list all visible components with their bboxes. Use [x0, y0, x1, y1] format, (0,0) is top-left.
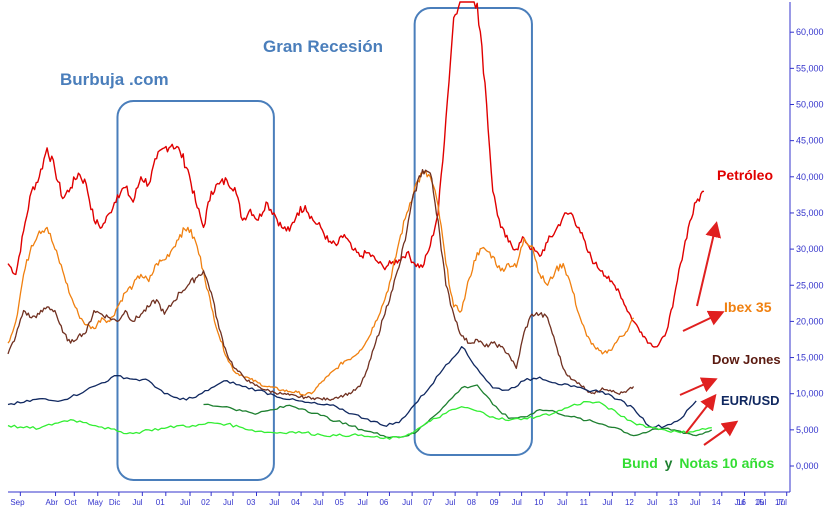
series-line-notas-10-anos: [7, 401, 712, 440]
x-tick-label: 04: [291, 498, 300, 507]
highlight-box-dotcom: [116, 100, 275, 481]
x-tick-label: 09: [490, 498, 499, 507]
label-dow-jones: Dow Jones: [712, 352, 781, 367]
y-tick-label: 60,000: [796, 27, 824, 37]
label-y: y: [665, 455, 673, 471]
annotation-dotcom: Burbuja .com: [60, 70, 169, 89]
x-tick-label: May: [88, 498, 103, 507]
y-tick-label: 15,000: [796, 353, 824, 363]
x-tick-label: 03: [247, 498, 256, 507]
y-tick-label: 50,000: [796, 100, 824, 110]
y-tick-label: 55,000: [796, 63, 824, 73]
x-tick-label: Abr: [46, 498, 59, 507]
annotation-recession: Gran Recesión: [263, 37, 383, 56]
x-tick-label: Jul: [445, 498, 455, 507]
y-tick-label: 25,000: [796, 280, 824, 290]
x-tick-label: Sep: [10, 498, 25, 507]
x-tick-label: 17: [775, 498, 784, 507]
y-tick-label: 10,000: [796, 389, 824, 399]
series-line-petroleo: [7, 1, 705, 348]
trend-arrow-ibex: [682, 310, 725, 332]
label-ibex: Ibex 35: [724, 299, 772, 315]
series-line-ibex-35: [7, 170, 635, 396]
x-tick-label: Dic: [109, 498, 121, 507]
y-tick-label: 0,000: [796, 461, 819, 471]
series-line-dow-jones: [7, 168, 635, 401]
x-tick-label: 12: [625, 498, 634, 507]
x-tick-label: 02: [201, 498, 210, 507]
trend-arrow-dow: [679, 377, 718, 396]
y-tick-label: 40,000: [796, 172, 824, 182]
x-tick-label: Jul: [647, 498, 657, 507]
x-tick-label: 11: [580, 498, 589, 507]
x-tick-label: 05: [335, 498, 344, 507]
x-tick-label: Jul: [358, 498, 368, 507]
label-notas: Notas 10 años: [679, 455, 774, 471]
series-line-eur-usd: [7, 346, 697, 429]
x-tick-label: Jul: [557, 498, 567, 507]
trend-arrow-bund: [703, 420, 739, 446]
trend-arrows: [679, 221, 739, 446]
x-tick-label: 10: [534, 498, 543, 507]
x-tick-label: Jul: [402, 498, 412, 507]
x-tick-label: 14: [712, 498, 721, 507]
x-tick-label: Jul: [132, 498, 142, 507]
x-tick-label: 01: [156, 498, 165, 507]
label-eurusd: EUR/USD: [721, 393, 780, 408]
x-tick-label: 16: [737, 498, 746, 507]
x-tick-label: 13: [669, 498, 678, 507]
y-tick-label: 30,000: [796, 244, 824, 254]
y-tick-label: 20,000: [796, 316, 824, 326]
x-tick-label: Jul: [512, 498, 522, 507]
y-tick-label: 35,000: [796, 208, 824, 218]
x-tick-label: 08: [467, 498, 476, 507]
x-tick-label: Jul: [734, 498, 744, 507]
y-tick-label: 45,000: [796, 136, 824, 146]
axes: 0,000 5,000 10,000 15,000 20,000 25,000 30,000…: [8, 2, 824, 507]
series-lines: [7, 1, 713, 440]
y-tick-label: 5,000: [796, 425, 819, 435]
x-tick-label: Jul: [313, 498, 323, 507]
label-petroleo: Petróleo: [717, 167, 773, 183]
label-bund-notas: Bund y Notas 10 años: [622, 455, 774, 471]
highlight-boxes: [116, 7, 533, 481]
x-tick-label: 15: [755, 498, 764, 507]
series-line-bund: [203, 384, 713, 439]
highlight-box-recession: [413, 7, 533, 456]
x-tick-label: Jul: [602, 498, 612, 507]
x-ticks: Sep Abr Oct May Dic Jul 01 Jul 02 Jul 03 Jul 04 Jul 05…: [10, 492, 788, 507]
x-tick-label: Jul: [223, 498, 233, 507]
x-tick-label: Oct: [64, 498, 77, 507]
x-tick-label: 07: [423, 498, 432, 507]
label-bund: Bund: [622, 455, 658, 471]
trend-arrow-petroleo: [696, 221, 722, 307]
x-tick-label: Jul: [690, 498, 700, 507]
x-tick-label: Jul: [180, 498, 190, 507]
trend-arrow-eurusd: [685, 393, 717, 434]
y-ticks: 0,000 5,000 10,000 15,000 20,000 25,000 30,000…: [790, 27, 824, 471]
x-tick-label: Jul: [756, 498, 766, 507]
x-tick-label: Jul: [269, 498, 279, 507]
x-tick-label: Jul: [777, 498, 787, 507]
x-tick-label: 06: [379, 498, 388, 507]
